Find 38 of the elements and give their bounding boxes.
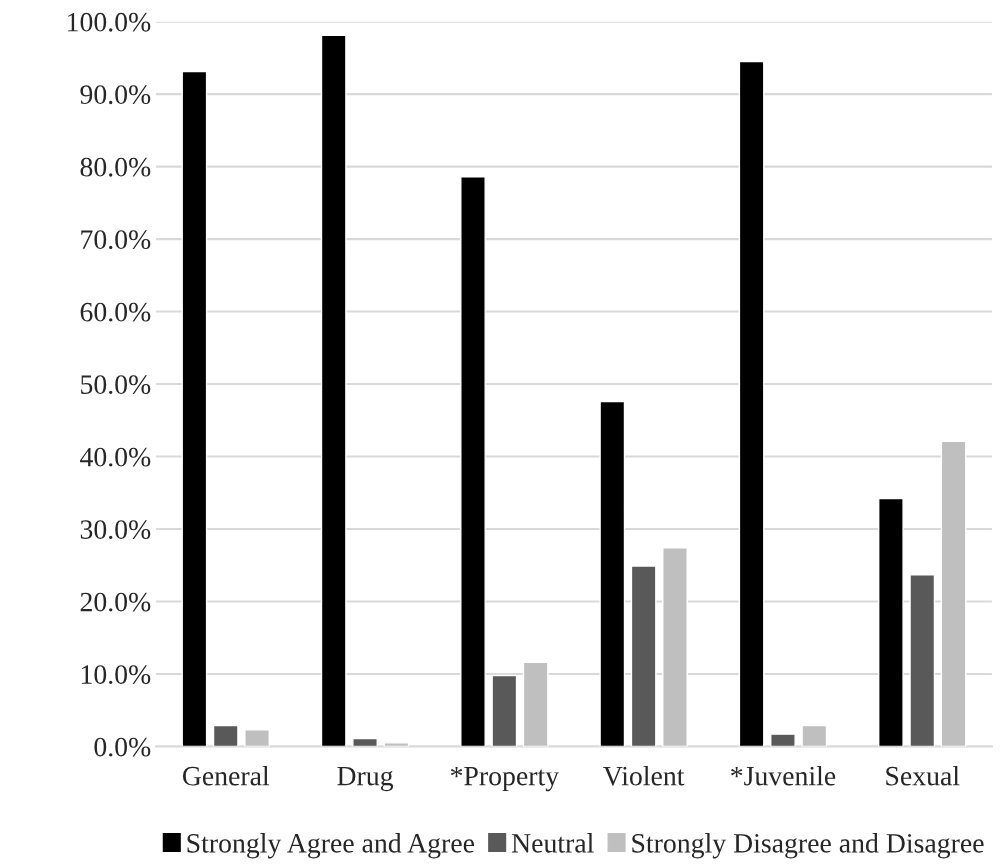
bar: [801, 724, 828, 747]
bar: [460, 176, 486, 747]
x-tick-label: *Juvenile: [731, 765, 836, 786]
bar: [662, 547, 688, 747]
x-tick-label: Drug: [337, 766, 394, 792]
bar: [599, 400, 626, 747]
bar: [770, 733, 796, 747]
bar: [522, 661, 549, 747]
y-tick-label: 20.0%: [80, 592, 151, 612]
x-tick-label: Sexual: [886, 765, 960, 786]
x-tick-label: *Property: [450, 766, 560, 792]
y-tick-label: 30.0%: [80, 520, 151, 540]
bar: [491, 674, 518, 747]
y-tick-label: 70.0%: [81, 230, 151, 250]
y-tick-label: 90.0%: [80, 85, 151, 105]
legend-label: Strongly Agree and Agree: [187, 833, 474, 859]
y-tick-label: 10.0%: [81, 665, 151, 685]
y-tick-label: 80.0%: [80, 157, 151, 177]
bar: [320, 34, 347, 747]
bar: [738, 60, 765, 747]
bar: [181, 70, 208, 747]
y-tick-label: 0.0%: [94, 737, 151, 757]
bar: [352, 737, 378, 747]
bar: [383, 742, 410, 747]
y-tick-label: 50.0%: [81, 375, 151, 395]
x-tick-label: General: [182, 765, 270, 786]
y-tick-label: 40.0%: [80, 447, 151, 467]
legend-label: Neutral: [511, 833, 594, 853]
bar: [630, 565, 657, 747]
bar: [244, 729, 270, 747]
bar: [909, 574, 936, 747]
legend-label: Strongly Disagree and Disagree: [632, 833, 984, 859]
bar: [940, 440, 967, 747]
bar: [878, 497, 904, 747]
y-tick-label: 60.0%: [80, 302, 151, 322]
y-tick-label: 100.0%: [68, 12, 151, 32]
x-tick-label: Violent: [603, 765, 685, 786]
bar: [212, 724, 239, 747]
